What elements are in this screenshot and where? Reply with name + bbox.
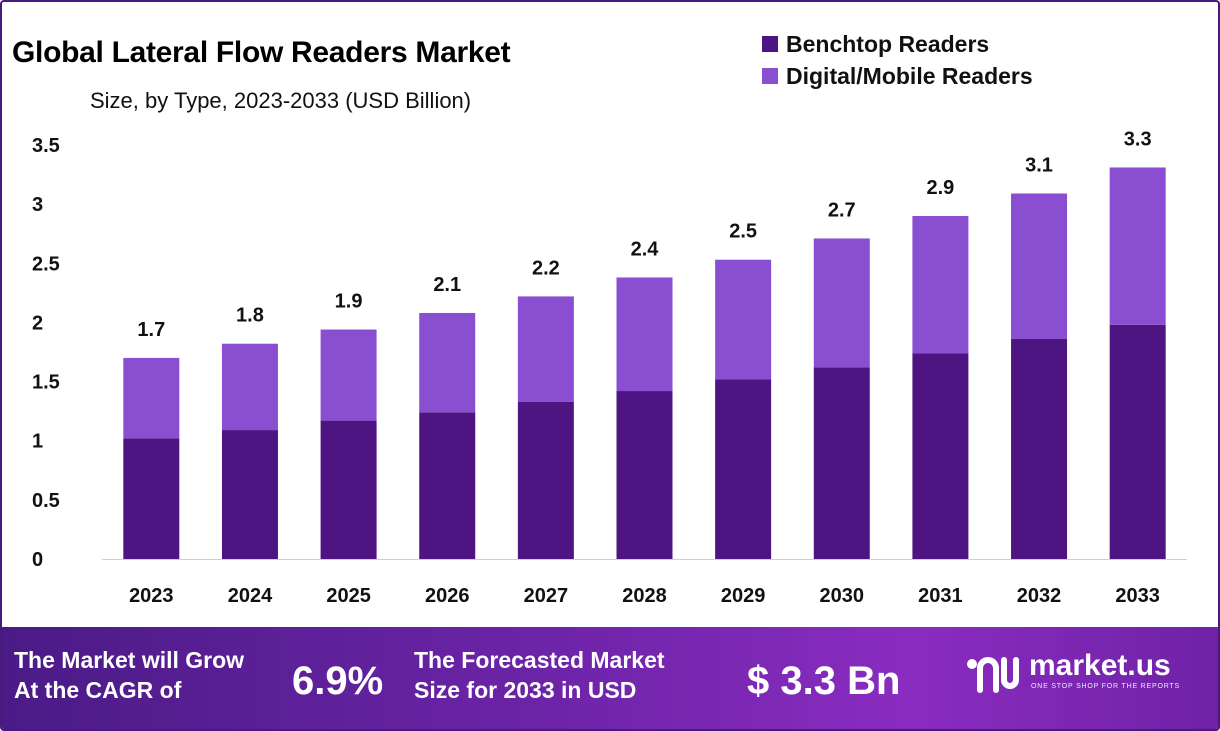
bar-benchtop bbox=[320, 420, 377, 559]
x-tick-label: 2026 bbox=[425, 585, 470, 607]
y-tick-label: 3 bbox=[32, 194, 43, 216]
y-tick-label: 2 bbox=[32, 312, 43, 334]
cagr-value: 6.9% bbox=[292, 659, 384, 703]
chart-subtitle: Size, by Type, 2023-2033 (USD Billion) bbox=[90, 88, 472, 113]
bar-benchtop bbox=[517, 401, 574, 559]
bar-chart: 0 0.5 1 1.5 2 2.5 3 3.5 1.7 2023 1.8 2024 1.9 2025 2.1… bbox=[32, 128, 1187, 607]
bar-total-label: 3.3 bbox=[1124, 128, 1152, 150]
bar-digital-mobile bbox=[912, 215, 969, 354]
x-tick-label: 2031 bbox=[918, 585, 963, 607]
legend-swatch-digital bbox=[762, 68, 778, 84]
bar-total-label: 2.9 bbox=[927, 177, 955, 199]
y-tick-label: 1 bbox=[32, 431, 43, 453]
bar-total-label: 2.4 bbox=[631, 238, 660, 260]
bar-benchtop bbox=[912, 353, 969, 559]
forecast-value: $ 3.3 Bn bbox=[747, 659, 901, 703]
forecast-text-line1: The Forecasted Market bbox=[414, 647, 665, 673]
cagr-text-line2: At the CAGR of bbox=[14, 677, 182, 703]
bar-total-label: 2.5 bbox=[729, 221, 757, 243]
x-tick-label: 2029 bbox=[721, 585, 766, 607]
bar-digital-mobile bbox=[616, 277, 673, 392]
bar-digital-mobile bbox=[1011, 193, 1068, 339]
bar-total-label: 2.7 bbox=[828, 199, 856, 221]
bar-digital-mobile bbox=[813, 238, 870, 368]
x-tick-label: 2024 bbox=[228, 585, 273, 607]
bar-total-label: 2.2 bbox=[532, 257, 560, 279]
y-tick-label: 0 bbox=[32, 549, 43, 571]
legend-item-digital: Digital/Mobile Readers bbox=[762, 60, 1033, 92]
bar-benchtop bbox=[616, 391, 673, 559]
x-tick-label: 2023 bbox=[129, 585, 174, 607]
bar-benchtop bbox=[123, 438, 180, 559]
logo-tagline: ONE STOP SHOP FOR THE REPORTS bbox=[1031, 683, 1180, 690]
bar-total-label: 3.1 bbox=[1025, 154, 1053, 176]
x-tick-label: 2032 bbox=[1017, 585, 1062, 607]
bar-benchtop bbox=[419, 412, 476, 559]
legend-item-benchtop: Benchtop Readers bbox=[762, 28, 1033, 60]
y-tick-label: 3.5 bbox=[32, 135, 60, 157]
x-tick-label: 2033 bbox=[1115, 585, 1160, 607]
bar-total-label: 1.7 bbox=[137, 319, 165, 341]
bar-digital-mobile bbox=[320, 329, 377, 421]
bar-benchtop bbox=[1011, 338, 1068, 559]
legend-swatch-benchtop bbox=[762, 36, 778, 52]
bar-digital-mobile bbox=[715, 259, 772, 380]
bar-benchtop bbox=[221, 430, 278, 559]
logo-name: market.us bbox=[1029, 649, 1171, 682]
cagr-text-line1: The Market will Grow bbox=[14, 647, 245, 673]
info-banner: The Market will Grow At the CAGR of 6.9%… bbox=[2, 627, 1218, 729]
bar-total-label: 2.1 bbox=[433, 274, 461, 296]
x-tick-label: 2030 bbox=[820, 585, 865, 607]
x-tick-label: 2027 bbox=[524, 585, 569, 607]
legend: Benchtop Readers Digital/Mobile Readers bbox=[762, 28, 1033, 92]
y-tick-label: 0.5 bbox=[32, 490, 60, 512]
bar-digital-mobile bbox=[123, 357, 180, 439]
bar-benchtop bbox=[813, 367, 870, 559]
y-tick-label: 2.5 bbox=[32, 253, 60, 275]
y-tick-label: 1.5 bbox=[32, 372, 60, 394]
legend-label-digital: Digital/Mobile Readers bbox=[786, 62, 1033, 89]
bar-benchtop bbox=[715, 379, 772, 559]
x-tick-label: 2025 bbox=[326, 585, 371, 607]
market-us-logo-icon bbox=[967, 657, 1019, 693]
legend-label-benchtop: Benchtop Readers bbox=[786, 30, 990, 57]
chart-title: Global Lateral Flow Readers Market bbox=[12, 36, 511, 69]
bar-benchtop bbox=[1109, 324, 1166, 559]
bar-digital-mobile bbox=[517, 296, 574, 402]
forecast-text-line2: Size for 2033 in USD bbox=[414, 677, 637, 703]
x-tick-label: 2028 bbox=[622, 585, 667, 607]
bar-digital-mobile bbox=[1109, 167, 1166, 325]
bar-total-label: 1.8 bbox=[236, 305, 264, 327]
bar-total-label: 1.9 bbox=[335, 291, 363, 313]
bar-digital-mobile bbox=[221, 343, 278, 431]
bar-digital-mobile bbox=[419, 312, 476, 413]
